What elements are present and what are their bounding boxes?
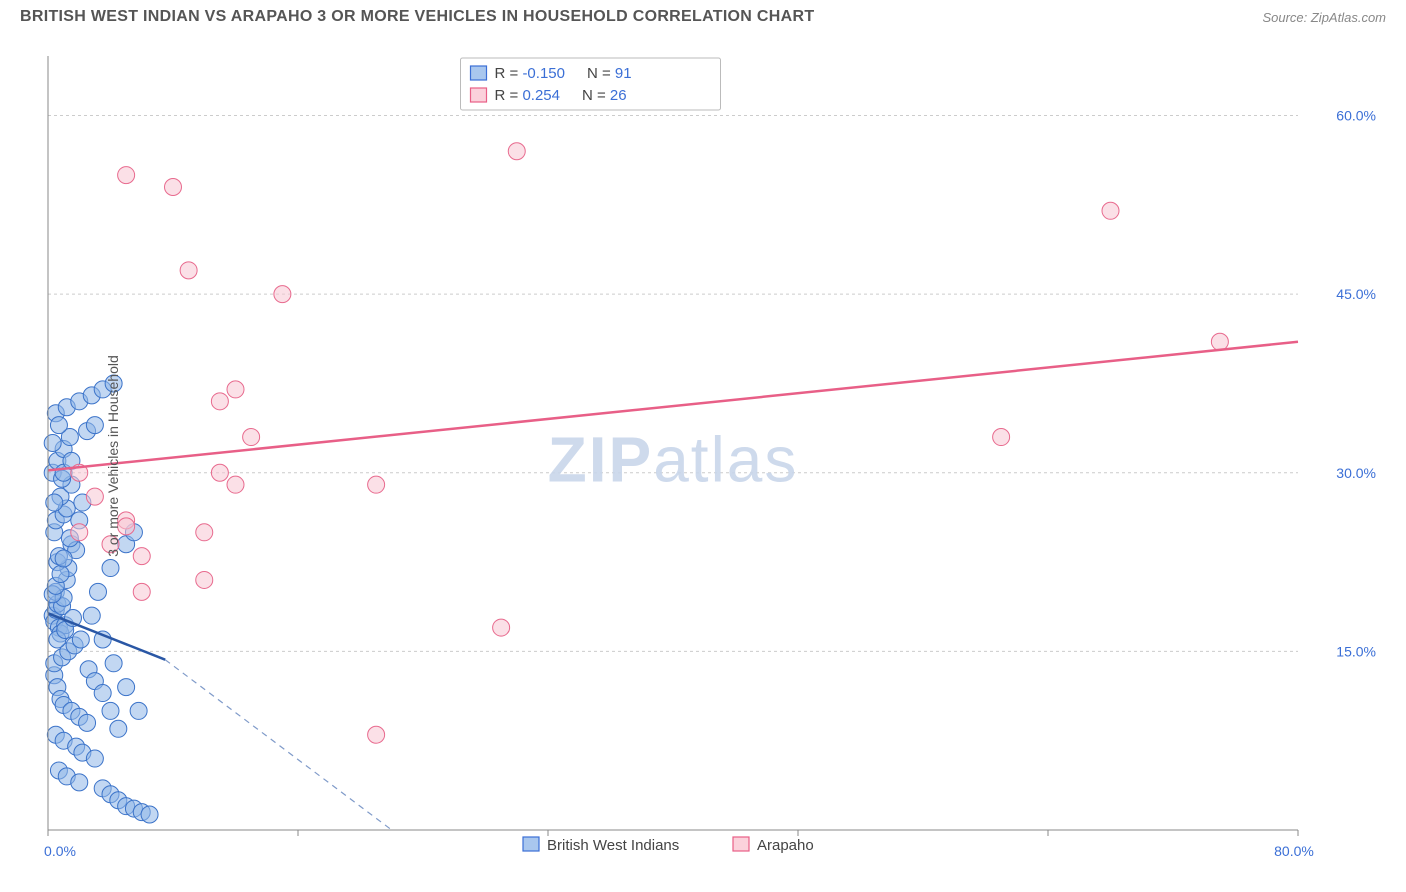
data-point xyxy=(130,702,147,719)
data-point xyxy=(133,583,150,600)
data-point xyxy=(133,548,150,565)
y-tick-label: 15.0% xyxy=(1336,643,1376,659)
data-point xyxy=(71,524,88,541)
stats-swatch-pink xyxy=(471,88,487,102)
data-point xyxy=(90,583,107,600)
data-point xyxy=(102,560,119,577)
data-point xyxy=(165,178,182,195)
legend-label-arapaho: Arapaho xyxy=(757,837,814,854)
data-point xyxy=(44,435,61,452)
data-point xyxy=(211,393,228,410)
y-tick-label: 45.0% xyxy=(1336,286,1376,302)
data-point xyxy=(141,806,158,823)
data-point xyxy=(493,619,510,636)
stats-row-1: R = -0.150N = 91 xyxy=(495,65,632,82)
chart-header: BRITISH WEST INDIAN VS ARAPAHO 3 OR MORE… xyxy=(0,0,1406,30)
data-point xyxy=(243,429,260,446)
data-point xyxy=(993,429,1010,446)
stats-swatch-blue xyxy=(471,66,487,80)
data-point xyxy=(110,720,127,737)
scatter-chart: 15.0% 30.0% 45.0% 60.0% ZIPatlas 0.0% 80.0% R =… xyxy=(18,38,1388,874)
x-tick-label: 0.0% xyxy=(44,843,76,859)
chart-area: 3 or more Vehicles in Household 15.0% 30.… xyxy=(18,38,1388,874)
data-point xyxy=(86,417,103,434)
data-point xyxy=(72,631,89,648)
data-point xyxy=(1211,333,1228,350)
data-point xyxy=(368,476,385,493)
data-point xyxy=(55,550,72,567)
data-point xyxy=(118,167,135,184)
data-point xyxy=(102,702,119,719)
y-axis-label: 3 or more Vehicles in Household xyxy=(105,355,121,557)
data-point xyxy=(227,476,244,493)
y-tick-label: 30.0% xyxy=(1336,465,1376,481)
data-point xyxy=(86,488,103,505)
data-point xyxy=(180,262,197,279)
watermark: ZIPatlas xyxy=(548,424,799,496)
data-point xyxy=(52,565,69,582)
data-point xyxy=(94,685,111,702)
data-point xyxy=(196,571,213,588)
data-point xyxy=(50,417,67,434)
data-point xyxy=(118,679,135,696)
data-point xyxy=(71,774,88,791)
legend-label-bwi: British West Indians xyxy=(547,837,679,854)
data-point xyxy=(105,655,122,672)
trend-line-bwi-extrap xyxy=(165,660,392,830)
chart-source: Source: ZipAtlas.com xyxy=(1262,10,1386,25)
data-point xyxy=(368,726,385,743)
data-point xyxy=(211,464,228,481)
legend-swatch-arapaho xyxy=(733,837,749,851)
data-point xyxy=(274,286,291,303)
legend-swatch-bwi xyxy=(523,837,539,851)
data-point xyxy=(1102,202,1119,219)
data-point xyxy=(227,381,244,398)
data-point xyxy=(196,524,213,541)
data-point xyxy=(83,607,100,624)
data-point xyxy=(86,750,103,767)
y-tick-label: 60.0% xyxy=(1336,108,1376,124)
data-point xyxy=(79,714,96,731)
data-point xyxy=(508,143,525,160)
x-tick-label: 80.0% xyxy=(1274,843,1314,859)
chart-title: BRITISH WEST INDIAN VS ARAPAHO 3 OR MORE… xyxy=(20,8,814,26)
